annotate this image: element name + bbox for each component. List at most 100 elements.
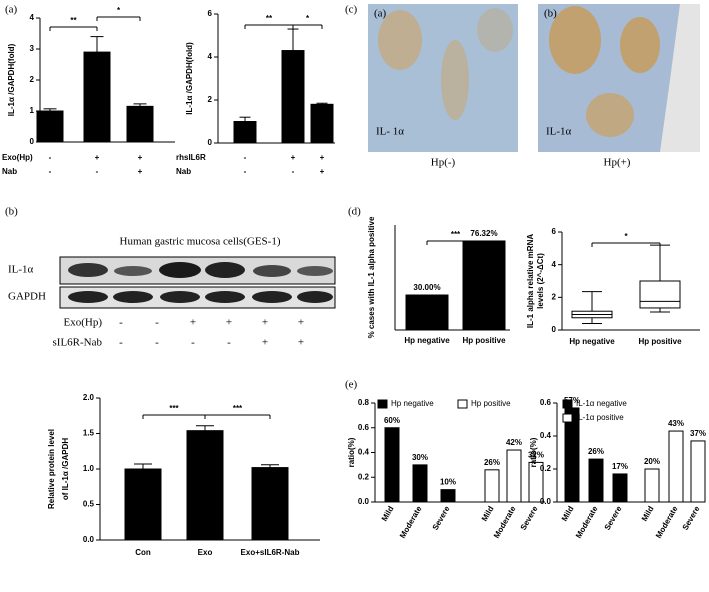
value-label: 30.00% <box>413 283 440 292</box>
band <box>205 291 245 303</box>
band-label: GAPDH <box>8 291 46 303</box>
x-tick-label: Moderate <box>492 504 518 540</box>
sign: - <box>155 317 159 329</box>
row-label: Nab <box>176 167 191 176</box>
bar <box>484 469 500 503</box>
micrograph-caption: Hp(-) <box>431 157 456 169</box>
x-tick-label: Con <box>135 548 151 557</box>
panel-label: (e) <box>345 379 358 391</box>
x-tick-label: Hp negative <box>404 336 450 345</box>
sign: - <box>227 337 231 349</box>
sign: - <box>49 167 52 176</box>
bar <box>644 468 660 503</box>
y-tick-label: 0.6 <box>540 398 552 407</box>
bar <box>124 468 162 541</box>
band <box>205 262 245 278</box>
y-axis-label: of IL-1α /GAPDH <box>61 438 70 500</box>
row-label: Nab <box>2 167 17 176</box>
sign: + <box>190 317 196 329</box>
x-tick-label: Hp positive <box>638 337 682 346</box>
sign: - <box>119 317 123 329</box>
band <box>159 262 201 278</box>
background <box>660 4 700 152</box>
sign: - <box>49 153 52 162</box>
bar <box>440 489 456 503</box>
bar <box>384 427 400 503</box>
box <box>639 280 681 309</box>
stain <box>378 10 422 70</box>
y-tick-label: 2 <box>208 95 213 104</box>
sign: - <box>155 337 159 349</box>
x-tick-label: Exo+sIL6R-Nab <box>241 548 300 557</box>
bar <box>233 121 257 144</box>
value-label: 30% <box>412 453 428 462</box>
y-tick-label: 4 <box>30 13 35 22</box>
sign: + <box>320 167 325 176</box>
bar <box>506 449 522 503</box>
significance: * <box>306 14 310 23</box>
bar <box>612 473 628 503</box>
bar <box>690 440 706 503</box>
band <box>68 291 108 303</box>
sign: - <box>244 153 247 162</box>
y-tick-label: 0.4 <box>358 448 370 457</box>
y-tick-label: 6 <box>208 9 213 18</box>
band <box>113 291 153 303</box>
band <box>114 266 152 276</box>
sign: - <box>191 337 195 349</box>
row-label: sIL6R-Nab <box>53 337 103 349</box>
band <box>160 291 200 303</box>
band <box>68 263 108 277</box>
y-tick-label: 2 <box>30 75 35 84</box>
legend-swatch <box>377 399 388 409</box>
legend-label: IL-1α positive <box>576 413 624 422</box>
micrograph <box>368 4 700 152</box>
x-tick-label: Hp positive <box>462 336 506 345</box>
sign: + <box>226 317 232 329</box>
value-label: 26% <box>588 447 604 456</box>
significance: *** <box>169 404 179 413</box>
x-tick-label: Moderate <box>398 504 424 540</box>
y-axis-label: IL-1α /GAPDH(fold) <box>185 42 194 115</box>
bar <box>281 50 305 144</box>
x-tick-label: Mild <box>640 504 656 522</box>
legend-label: IL-1α negative <box>576 399 627 408</box>
sign: + <box>262 317 268 329</box>
stain <box>477 8 513 52</box>
sign: + <box>138 167 143 176</box>
value-label: 43% <box>668 419 684 428</box>
sign: + <box>95 153 100 162</box>
stain <box>549 6 601 74</box>
stain-label: IL- 1α <box>376 126 404 138</box>
y-axis-label: Relative protein level <box>47 429 56 509</box>
x-tick-label: Mild <box>560 504 576 522</box>
bar <box>588 458 604 503</box>
stain <box>620 17 660 73</box>
significance: *** <box>451 230 461 239</box>
value-label: 32% <box>528 451 544 460</box>
bar <box>405 294 449 331</box>
sign: + <box>320 153 325 162</box>
panel-label: (d) <box>348 206 361 218</box>
legend-swatch <box>562 413 573 423</box>
sign: - <box>96 167 99 176</box>
stain <box>586 93 634 137</box>
bar <box>36 110 64 143</box>
sign: + <box>291 153 296 162</box>
value-label: 10% <box>440 478 456 487</box>
y-tick-label: 0 <box>552 325 557 334</box>
band <box>297 291 333 303</box>
row-label: Exo(Hp) <box>64 317 103 329</box>
y-axis-label: IL-1 alpha relative mRNA <box>526 234 535 328</box>
x-tick-label: Mild <box>480 504 496 522</box>
sign: - <box>292 167 295 176</box>
y-tick-label: 2.0 <box>83 393 95 402</box>
bar <box>126 105 154 143</box>
x-tick-label: Mild <box>380 504 396 522</box>
bar <box>462 240 506 331</box>
x-tick-label: Severe <box>681 504 702 532</box>
micrograph-label: (a) <box>374 8 387 20</box>
band <box>253 265 291 277</box>
y-tick-label: 0.5 <box>83 500 95 509</box>
